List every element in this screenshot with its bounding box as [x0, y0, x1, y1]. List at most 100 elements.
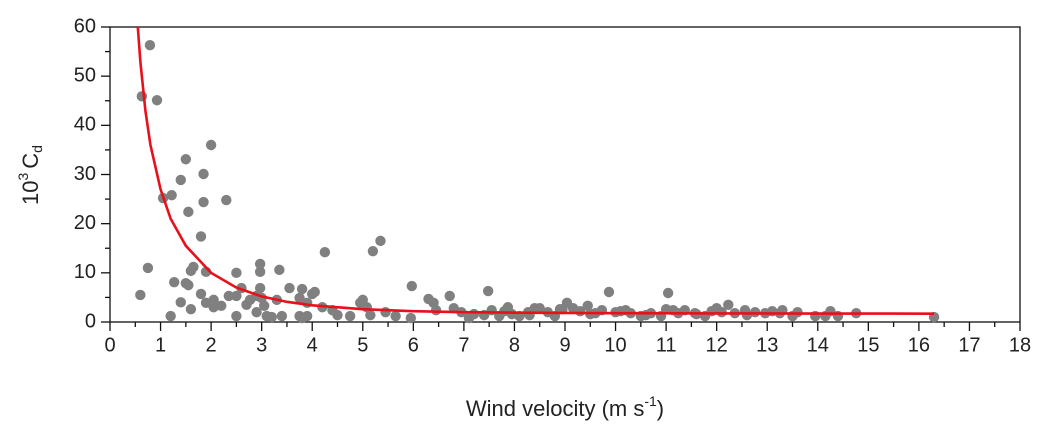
y-axis-label: 103 Cd [15, 145, 45, 205]
data-point [294, 310, 305, 322]
data-point [534, 303, 545, 314]
data-point [175, 297, 186, 308]
x-tick-label: 9 [559, 334, 570, 356]
data-point [301, 310, 313, 322]
y-label-sup: 3 [15, 173, 31, 181]
y-label-symbol: C [18, 153, 43, 169]
y-tick-label: 0 [85, 310, 96, 332]
data-point [615, 305, 626, 317]
y-tick-label: 60 [74, 15, 96, 37]
y-tick-label: 40 [74, 114, 96, 136]
data-point [175, 174, 186, 186]
x-tick-label: 2 [206, 334, 217, 356]
data-point [258, 300, 270, 311]
x-tick-label: 0 [104, 334, 115, 356]
data-point [582, 300, 593, 311]
data-point [144, 39, 156, 51]
data-point [205, 139, 217, 151]
data-point [741, 309, 753, 321]
data-point [166, 189, 177, 201]
data-point [151, 95, 163, 106]
data-point [375, 235, 386, 247]
data-point [344, 310, 356, 322]
data-point [640, 309, 652, 321]
x-tick-label: 18 [1009, 334, 1031, 356]
x-label-text: Wind velocity (m s [466, 396, 644, 421]
x-tick-label: 3 [256, 334, 267, 356]
data-point [380, 306, 391, 318]
plot-frame [109, 26, 1021, 323]
data-point [405, 312, 417, 324]
data-point [276, 310, 288, 322]
data-point [254, 266, 266, 278]
data-point [430, 305, 442, 316]
data-point [169, 276, 180, 288]
data-point [296, 283, 308, 295]
data-point [792, 306, 803, 318]
y-tick-label: 50 [74, 64, 96, 86]
data-point [294, 292, 305, 304]
x-tick-label: 16 [908, 334, 930, 356]
x-tick-label: 11 [656, 334, 677, 356]
data-point [499, 305, 510, 317]
data-point [482, 285, 494, 297]
x-tick-label: 13 [756, 334, 778, 356]
data-point [319, 246, 331, 258]
x-tick-label: 14 [807, 334, 829, 356]
x-tick-label: 1 [155, 334, 166, 356]
data-point [231, 267, 242, 279]
data-point [406, 280, 418, 292]
x-tick-label: 6 [408, 334, 419, 356]
data-point [251, 306, 262, 318]
x-tick-label: 17 [958, 334, 980, 356]
x-tick-label: 12 [706, 334, 728, 356]
data-point [365, 309, 376, 321]
data-point [216, 300, 227, 311]
data-point [284, 282, 295, 294]
data-point [254, 258, 266, 270]
data-point [195, 231, 207, 242]
data-point [711, 303, 722, 314]
y-tick-label: 20 [74, 212, 96, 234]
y-label-base: 10 [18, 181, 43, 205]
data-point [332, 309, 343, 321]
data-point [367, 246, 379, 257]
data-point [662, 287, 674, 299]
data-point [231, 290, 242, 302]
data-point [603, 286, 615, 298]
data-point [660, 304, 672, 315]
data-point [188, 261, 199, 273]
data-point [723, 299, 734, 310]
data-point [221, 194, 232, 206]
y-tick-label: 30 [74, 163, 96, 185]
x-label-sup: -1 [644, 393, 657, 409]
data-point [198, 168, 209, 180]
y-tick-label: 10 [74, 261, 96, 283]
data-point [223, 290, 235, 302]
data-point [468, 308, 480, 320]
data-point [274, 264, 285, 276]
x-tick-label: 8 [509, 334, 520, 356]
data-point [185, 304, 197, 315]
data-point [142, 262, 154, 274]
data-point [180, 154, 192, 165]
data-point [444, 290, 455, 302]
data-point [208, 294, 219, 306]
x-axis-label: Wind velocity (m s-1) [466, 393, 664, 421]
data-point [254, 282, 266, 294]
x-tick-label: 5 [357, 334, 368, 356]
x-tick-label: 4 [307, 334, 318, 356]
data-point [390, 310, 401, 322]
data-point [231, 310, 242, 322]
x-tick-label: 15 [857, 334, 879, 356]
y-label-sub: d [29, 145, 45, 153]
data-point [165, 310, 176, 322]
data-point [180, 277, 192, 289]
x-tick-label: 10 [604, 334, 626, 356]
x-tick-label: 7 [458, 334, 469, 356]
data-point [266, 311, 277, 323]
data-point [135, 289, 146, 301]
x-label-close: ) [657, 396, 664, 421]
data-point [195, 288, 207, 300]
